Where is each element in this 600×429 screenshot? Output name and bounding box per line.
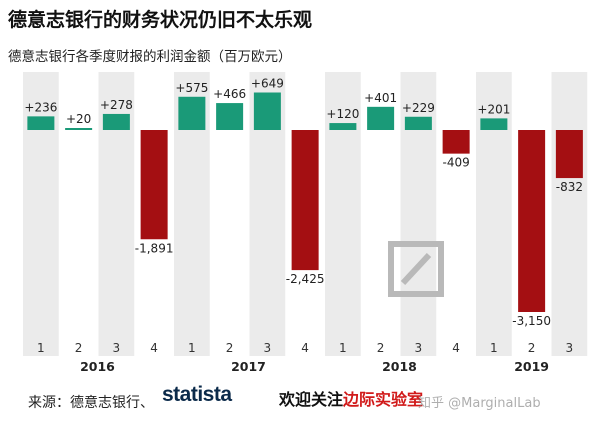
year-label: 2019 bbox=[514, 359, 549, 374]
quarter-tick-label: 2 bbox=[75, 341, 83, 355]
column-band bbox=[23, 72, 59, 356]
value-label: +649 bbox=[251, 77, 284, 91]
value-label: +466 bbox=[213, 87, 246, 101]
quarter-tick-label: 3 bbox=[566, 341, 574, 355]
value-label: +236 bbox=[24, 100, 57, 114]
year-label: 2017 bbox=[231, 359, 266, 374]
bar bbox=[442, 130, 470, 154]
value-label: +20 bbox=[66, 112, 91, 126]
bar bbox=[367, 106, 395, 130]
bar bbox=[102, 113, 130, 130]
quarter-tick-label: 1 bbox=[490, 341, 498, 355]
year-label: 2016 bbox=[80, 359, 115, 374]
column-band bbox=[325, 72, 361, 356]
quarter-tick-label: 4 bbox=[452, 341, 460, 355]
promo-prefix: 欢迎关注 bbox=[279, 390, 344, 409]
bar bbox=[65, 128, 93, 130]
value-label: -832 bbox=[556, 180, 583, 194]
bar bbox=[329, 123, 357, 130]
deutsche-bank-logo bbox=[388, 241, 444, 297]
quarter-tick-label: 3 bbox=[113, 341, 121, 355]
statista-logo: statista bbox=[162, 383, 232, 406]
chart-title: 德意志银行的财务状况仍旧不太乐观 bbox=[8, 9, 313, 31]
column-band bbox=[551, 72, 588, 356]
bar bbox=[140, 130, 168, 240]
quarter-tick-label: 1 bbox=[188, 341, 196, 355]
quarter-tick-label: 2 bbox=[528, 341, 536, 355]
source-text: 来源：德意志银行、 bbox=[28, 395, 154, 411]
bar bbox=[555, 130, 583, 179]
value-label: -1,891 bbox=[135, 241, 174, 255]
value-label: +575 bbox=[175, 81, 208, 95]
value-label: -3,150 bbox=[512, 314, 551, 328]
year-label: 2018 bbox=[382, 359, 417, 374]
chart-subtitle: 德意志银行各季度财报的利润金额（百万欧元） bbox=[8, 49, 292, 65]
quarter-tick-label: 3 bbox=[264, 341, 272, 355]
quarter-tick-label: 4 bbox=[301, 341, 309, 355]
value-label: +201 bbox=[477, 102, 510, 116]
quarter-tick-label: 1 bbox=[339, 341, 347, 355]
quarter-tick-label: 2 bbox=[377, 341, 385, 355]
value-label: +120 bbox=[326, 107, 359, 121]
bar bbox=[404, 116, 432, 130]
value-label: +278 bbox=[100, 98, 133, 112]
bar bbox=[178, 96, 206, 130]
bar bbox=[27, 116, 55, 130]
watermark-text: 知乎 @MarginalLab bbox=[418, 396, 541, 411]
bar bbox=[480, 118, 508, 130]
value-label: -409 bbox=[443, 156, 470, 170]
bar bbox=[216, 103, 244, 130]
value-label: -2,425 bbox=[286, 272, 325, 286]
bar bbox=[253, 92, 281, 130]
value-label: +401 bbox=[364, 91, 397, 105]
promo-text: 欢迎关注边际实验室 bbox=[279, 386, 423, 410]
value-label: +229 bbox=[402, 101, 435, 115]
bar bbox=[518, 130, 546, 312]
quarter-tick-label: 1 bbox=[37, 341, 45, 355]
quarter-tick-label: 4 bbox=[150, 341, 158, 355]
promo-highlight: 边际实验室 bbox=[343, 390, 424, 409]
quarter-tick-label: 2 bbox=[226, 341, 234, 355]
bar bbox=[291, 130, 319, 271]
quarter-tick-label: 3 bbox=[415, 341, 423, 355]
